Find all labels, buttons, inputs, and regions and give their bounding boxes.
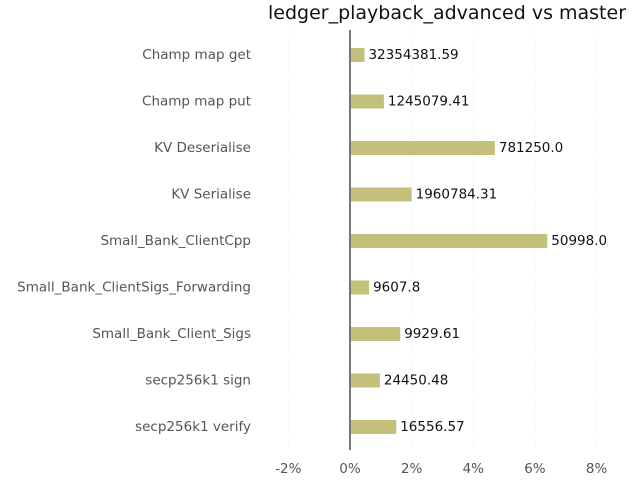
chart-title: ledger_playback_advanced vs master [268, 2, 626, 24]
category-labels: Champ map get Champ map put KV Deserialise… [17, 47, 251, 435]
data-label: 24450.48 [384, 373, 448, 389]
category-label: secp256k1 sign [145, 373, 251, 389]
category-label: KV Serialise [171, 187, 251, 203]
x-tick-label: 6% [524, 461, 546, 477]
x-tick-label: 2% [401, 461, 423, 477]
data-label: 50998.0 [551, 233, 607, 249]
category-label: Small_Bank_Client_Sigs [92, 326, 251, 342]
data-label: 9607.8 [373, 280, 420, 296]
category-label: Small_Bank_ClientCpp [100, 233, 251, 249]
category-label: Small_Bank_ClientSigs_Forwarding [17, 280, 251, 296]
data-label: 32354381.59 [368, 47, 458, 63]
bar [349, 373, 380, 388]
x-tick-label: 0% [339, 461, 361, 477]
bars [349, 48, 548, 434]
data-labels: 32354381.59 1245079.41 781250.0 1960784.31 5… [368, 47, 607, 435]
bar [349, 187, 412, 202]
data-label: 781250.0 [499, 140, 563, 156]
category-label: secp256k1 verify [135, 419, 251, 435]
x-tick-label: 4% [463, 461, 485, 477]
data-label: 1960784.31 [416, 187, 498, 203]
category-label: Champ map put [142, 94, 251, 110]
x-tick-label: -2% [275, 461, 301, 477]
bar [349, 280, 370, 295]
x-tick-labels: -2% 0% 2% 4% 6% 8% [275, 461, 607, 477]
bar [349, 141, 495, 155]
category-label: KV Deserialise [154, 140, 251, 156]
bar [349, 48, 365, 62]
data-label: 16556.57 [400, 419, 464, 435]
x-tick-label: 8% [586, 461, 608, 477]
data-label: 1245079.41 [388, 94, 470, 110]
category-label: Champ map get [142, 47, 251, 63]
bar [349, 420, 397, 434]
bar [349, 327, 401, 341]
data-label: 9929.61 [404, 326, 460, 342]
bar [349, 94, 384, 109]
bar [349, 234, 548, 248]
